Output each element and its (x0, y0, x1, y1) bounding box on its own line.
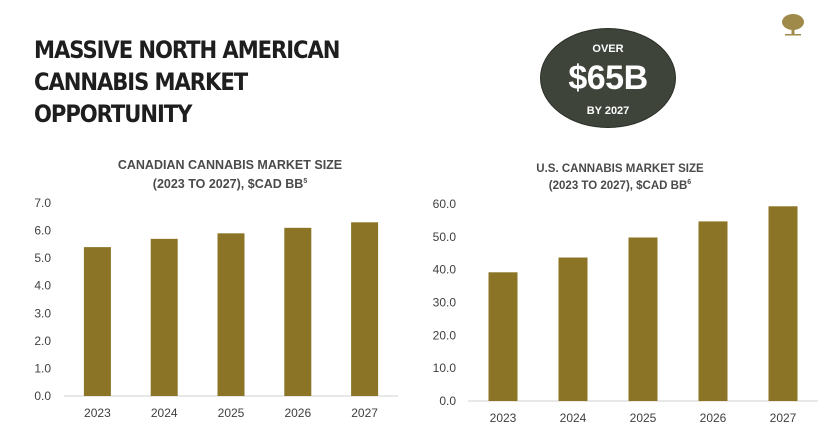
us-x-tick-label: 2025 (630, 411, 657, 425)
page-title-line-1: MASSIVE NORTH AMERICAN (34, 36, 340, 64)
canada-chart-title: CANADIAN CANNABIS MARKET SIZE (2023 TO 2… (40, 156, 420, 194)
us-x-tick-label: 2023 (490, 411, 517, 425)
canada-y-tick-label: 0.0 (34, 389, 51, 403)
market-callout: OVER $65B BY 2027 (540, 28, 676, 128)
us-x-tick-label: 2027 (770, 411, 797, 425)
canada-y-tick-label: 4.0 (34, 279, 51, 293)
canada-x-tick-label: 2023 (84, 406, 111, 420)
us-y-tick-label: 60.0 (433, 197, 457, 211)
tree-logo-icon (782, 14, 804, 36)
us-bar-2024 (558, 257, 588, 401)
canada-bar-2027 (351, 222, 379, 396)
us-y-tick-label: 20.0 (433, 328, 457, 342)
us-chart-title-text: U.S. CANNABIS MARKET SIZE (536, 163, 704, 175)
canada-bar-2024 (150, 238, 178, 396)
us-chart-subtitle: (2023 TO 2027), $CAD BB6 (430, 178, 810, 195)
us-bar-2025 (628, 237, 658, 401)
us-y-tick-label: 40.0 (433, 263, 457, 277)
canada-x-tick-label: 2027 (351, 406, 378, 420)
canada-bar-2023 (83, 247, 111, 396)
callout-by: BY 2027 (586, 105, 630, 117)
canada-chart-footnote: 5 (303, 177, 308, 185)
canada-y-tick-label: 2.0 (34, 334, 51, 348)
us-chart-title: U.S. CANNABIS MARKET SIZE (2023 TO 2027)… (430, 161, 810, 195)
us-y-tick-label: 10.0 (433, 361, 457, 375)
canada-chart-subtitle: (2023 TO 2027), $CAD BB5 (40, 175, 420, 194)
us-bar-2026 (698, 221, 728, 401)
canada-bar-2026 (284, 227, 312, 396)
us-y-tick-label: 50.0 (433, 230, 457, 244)
page-title: MASSIVE NORTH AMERICAN CANNABIS MARKET O… (34, 34, 386, 130)
canada-y-tick-label: 7.0 (34, 196, 51, 210)
us-chart-subtitle-text: (2023 TO 2027), $CAD BB (548, 180, 688, 192)
us-x-tick-label: 2024 (560, 411, 587, 425)
us-y-tick-label: 30.0 (433, 296, 457, 310)
us-bar-2023 (488, 272, 518, 401)
canada-y-tick-label: 1.0 (34, 361, 51, 375)
canada-x-tick-label: 2026 (284, 406, 311, 420)
us-chart-footnote: 6 (687, 179, 692, 187)
canada-bar-2025 (217, 233, 245, 396)
canada-y-tick-label: 5.0 (34, 251, 51, 265)
canada-y-tick-label: 6.0 (34, 224, 51, 238)
us-x-tick-label: 2026 (700, 411, 727, 425)
canada-chart-subtitle-text: (2023 TO 2027), $CAD BB (152, 177, 304, 191)
callout-over: OVER (592, 43, 624, 55)
page-title-line-2: CANNABIS MARKET OPPORTUNITY (34, 68, 248, 128)
canada-x-tick-label: 2024 (151, 406, 178, 420)
us-y-tick-label: 0.0 (439, 394, 456, 408)
canada-chart-title-text: CANADIAN CANNABIS MARKET SIZE (117, 158, 343, 172)
canada-x-tick-label: 2025 (218, 406, 245, 420)
canada-y-tick-label: 3.0 (34, 306, 51, 320)
callout-amount: $65B (568, 59, 648, 97)
us-bar-2027 (768, 206, 798, 401)
